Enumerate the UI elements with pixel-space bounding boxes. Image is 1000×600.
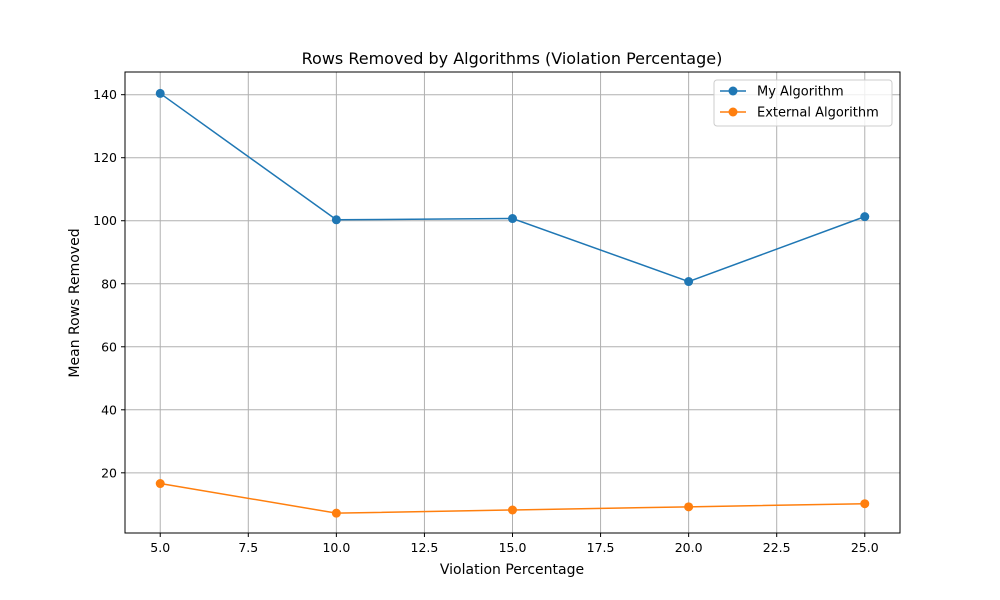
y-tick-label: 120 bbox=[93, 150, 117, 165]
data-point-my-algorithm bbox=[331, 215, 341, 225]
legend-marker-external-algorithm bbox=[728, 107, 738, 117]
data-point-external-algorithm bbox=[331, 508, 341, 518]
x-tick-label: 17.5 bbox=[587, 540, 615, 555]
legend: My Algorithm External Algorithm bbox=[713, 79, 893, 127]
y-tick-label: 80 bbox=[101, 276, 117, 291]
legend-label-external-algorithm: External Algorithm bbox=[757, 106, 879, 121]
data-point-external-algorithm bbox=[155, 479, 165, 489]
y-tick-label: 60 bbox=[101, 339, 117, 354]
y-tick-label: 140 bbox=[93, 87, 117, 102]
y-axis: 20 40 60 80 100 120 140 bbox=[93, 87, 125, 480]
x-tick-label: 20.0 bbox=[675, 540, 703, 555]
data-point-external-algorithm bbox=[684, 502, 694, 512]
data-point-my-algorithm bbox=[684, 277, 694, 287]
x-tick-label: 10.0 bbox=[322, 540, 350, 555]
chart-title: Rows Removed by Algorithms (Violation Pe… bbox=[302, 49, 723, 68]
x-tick-label: 7.5 bbox=[238, 540, 258, 555]
data-point-my-algorithm bbox=[860, 212, 870, 222]
data-point-external-algorithm bbox=[508, 505, 517, 515]
legend-box bbox=[713, 79, 893, 127]
legend-label-my-algorithm: My Algorithm bbox=[757, 85, 844, 100]
x-axis: 5.0 7.5 10.0 12.5 15.0 17.5 20.0 22.5 25.0 bbox=[150, 533, 879, 555]
series-layer bbox=[155, 88, 870, 518]
x-tick-label: 12.5 bbox=[411, 540, 439, 555]
data-point-my-algorithm bbox=[508, 214, 517, 224]
y-tick-label: 100 bbox=[93, 213, 117, 228]
data-point-external-algorithm bbox=[860, 499, 870, 509]
x-tick-label: 25.0 bbox=[851, 540, 879, 555]
legend-marker-my-algorithm bbox=[728, 86, 738, 96]
y-tick-label: 40 bbox=[101, 402, 117, 417]
x-tick-label: 15.0 bbox=[499, 540, 527, 555]
y-tick-label: 20 bbox=[101, 465, 117, 480]
series-my-algorithm bbox=[155, 88, 870, 287]
grid bbox=[125, 72, 900, 533]
x-axis-label: Violation Percentage bbox=[440, 562, 584, 578]
series-external-algorithm bbox=[155, 479, 870, 518]
x-tick-label: 5.0 bbox=[150, 540, 170, 555]
x-tick-label: 22.5 bbox=[763, 540, 791, 555]
data-point-my-algorithm bbox=[155, 88, 165, 98]
y-axis-label: Mean Rows Removed bbox=[67, 228, 83, 377]
